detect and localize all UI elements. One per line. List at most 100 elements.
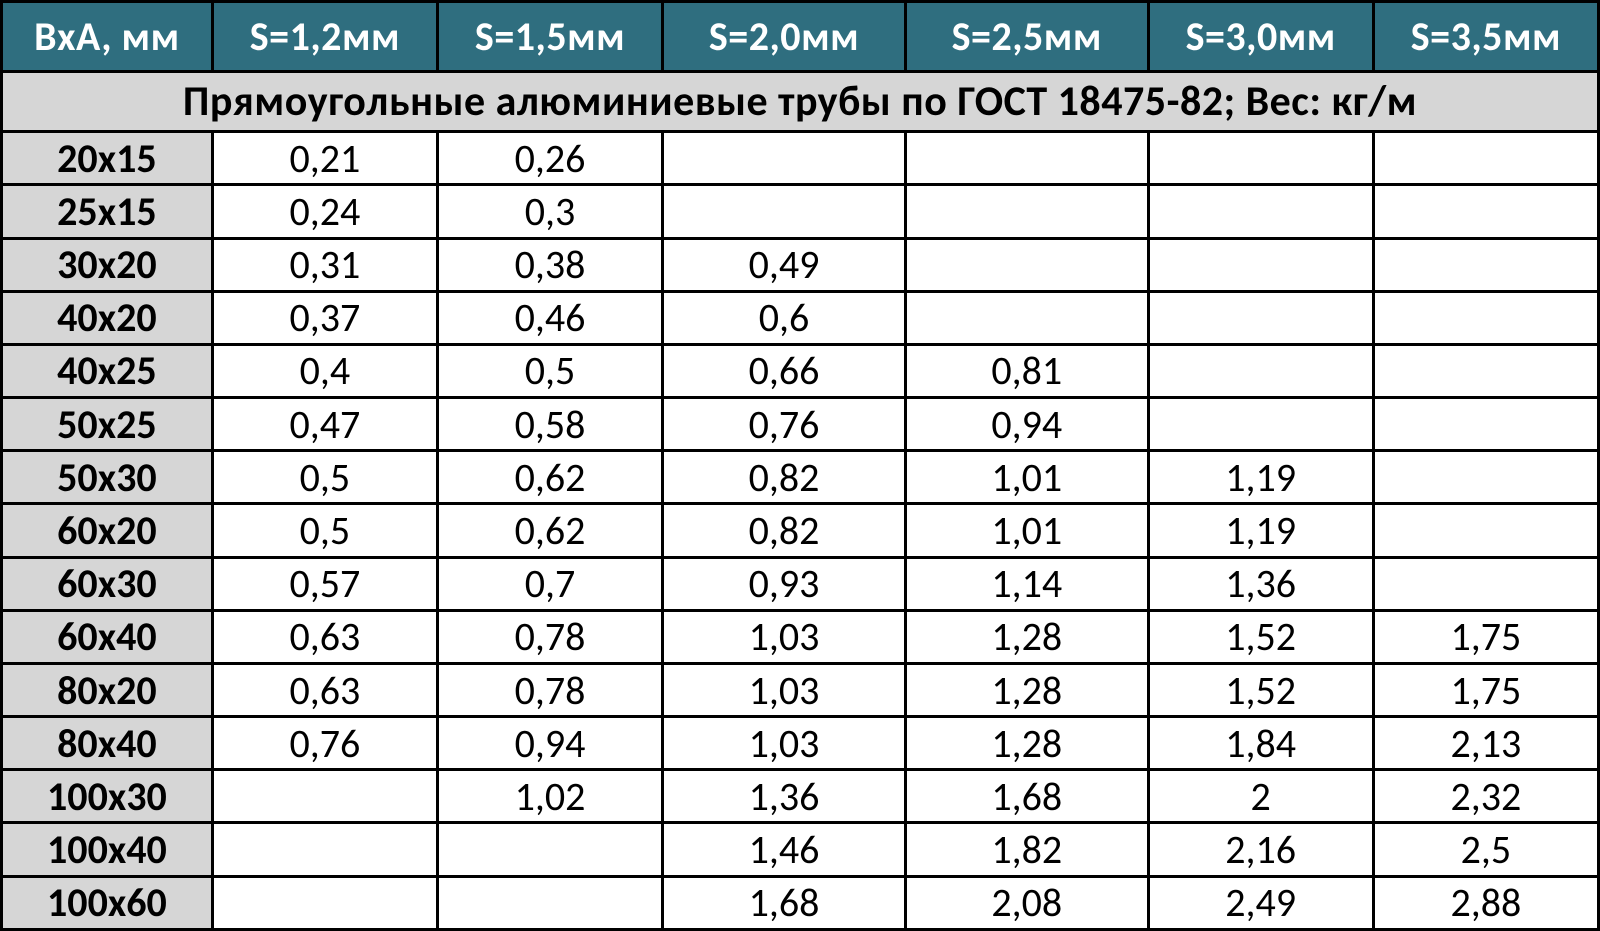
cell: 2,5 xyxy=(1373,823,1598,876)
row-header: 25х15 xyxy=(2,185,213,238)
cell: 1,19 xyxy=(1148,451,1373,504)
col-header-s25: S=2,5мм xyxy=(905,2,1148,72)
cell xyxy=(1148,291,1373,344)
cell: 0,37 xyxy=(212,291,437,344)
cell xyxy=(1373,344,1598,397)
pipe-weight-table: ВхА, мм S=1,2мм S=1,5мм S=2,0мм S=2,5мм … xyxy=(0,0,1600,931)
col-header-s12: S=1,2мм xyxy=(212,2,437,72)
cell: 0,62 xyxy=(437,504,662,557)
cell: 0,5 xyxy=(437,344,662,397)
cell: 1,03 xyxy=(663,717,906,770)
cell xyxy=(1148,185,1373,238)
table-row: 100х60 1,68 2,08 2,49 2,88 xyxy=(2,876,1599,929)
cell xyxy=(437,876,662,929)
table-title: Прямоугольные алюминиевые трубы по ГОСТ … xyxy=(2,72,1599,132)
cell xyxy=(1373,185,1598,238)
cell: 0,63 xyxy=(212,610,437,663)
cell xyxy=(1373,238,1598,291)
cell: 0,94 xyxy=(437,717,662,770)
cell: 1,01 xyxy=(905,504,1148,557)
table-row: 40х25 0,4 0,5 0,66 0,81 xyxy=(2,344,1599,397)
cell: 0,62 xyxy=(437,451,662,504)
cell: 0,38 xyxy=(437,238,662,291)
table-row: 50х30 0,5 0,62 0,82 1,01 1,19 xyxy=(2,451,1599,504)
col-header-dimensions: ВхА, мм xyxy=(2,2,213,72)
row-header: 60х20 xyxy=(2,504,213,557)
cell: 2,49 xyxy=(1148,876,1373,929)
cell: 2,88 xyxy=(1373,876,1598,929)
cell xyxy=(663,132,906,185)
cell: 1,82 xyxy=(905,823,1148,876)
cell: 1,84 xyxy=(1148,717,1373,770)
col-header-s20: S=2,0мм xyxy=(663,2,906,72)
cell: 0,93 xyxy=(663,557,906,610)
cell: 1,03 xyxy=(663,610,906,663)
cell xyxy=(1148,344,1373,397)
cell: 0,57 xyxy=(212,557,437,610)
cell xyxy=(905,132,1148,185)
cell: 0,94 xyxy=(905,398,1148,451)
row-header: 20х15 xyxy=(2,132,213,185)
col-header-s35: S=3,5мм xyxy=(1373,2,1598,72)
cell: 0,5 xyxy=(212,504,437,557)
cell xyxy=(1148,398,1373,451)
cell xyxy=(212,876,437,929)
cell: 0,21 xyxy=(212,132,437,185)
cell: 1,36 xyxy=(1148,557,1373,610)
row-header: 80х40 xyxy=(2,717,213,770)
cell: 0,26 xyxy=(437,132,662,185)
cell xyxy=(1373,504,1598,557)
cell xyxy=(1373,557,1598,610)
row-header: 40х25 xyxy=(2,344,213,397)
cell: 0,4 xyxy=(212,344,437,397)
cell: 2 xyxy=(1148,770,1373,823)
table-row: 80х20 0,63 0,78 1,03 1,28 1,52 1,75 xyxy=(2,663,1599,716)
cell: 1,19 xyxy=(1148,504,1373,557)
cell: 1,46 xyxy=(663,823,906,876)
cell xyxy=(212,770,437,823)
row-header: 100х40 xyxy=(2,823,213,876)
cell: 1,14 xyxy=(905,557,1148,610)
cell: 1,02 xyxy=(437,770,662,823)
cell: 0,78 xyxy=(437,663,662,716)
cell: 0,31 xyxy=(212,238,437,291)
table-row: 60х20 0,5 0,62 0,82 1,01 1,19 xyxy=(2,504,1599,557)
cell: 0,63 xyxy=(212,663,437,716)
cell: 0,66 xyxy=(663,344,906,397)
cell xyxy=(663,185,906,238)
cell: 1,68 xyxy=(905,770,1148,823)
cell xyxy=(905,291,1148,344)
cell: 0,82 xyxy=(663,451,906,504)
cell: 1,68 xyxy=(663,876,906,929)
table-row: 25х15 0,24 0,3 xyxy=(2,185,1599,238)
table-row: 20х15 0,21 0,26 xyxy=(2,132,1599,185)
cell xyxy=(1373,132,1598,185)
header-row: ВхА, мм S=1,2мм S=1,5мм S=2,0мм S=2,5мм … xyxy=(2,2,1599,72)
cell: 1,75 xyxy=(1373,663,1598,716)
cell: 1,28 xyxy=(905,663,1148,716)
cell xyxy=(905,185,1148,238)
row-header: 50х30 xyxy=(2,451,213,504)
table-row: 40х20 0,37 0,46 0,6 xyxy=(2,291,1599,344)
cell: 0,81 xyxy=(905,344,1148,397)
table-container: ВхА, мм S=1,2мм S=1,5мм S=2,0мм S=2,5мм … xyxy=(0,0,1600,931)
row-header: 50х25 xyxy=(2,398,213,451)
col-header-s30: S=3,0мм xyxy=(1148,2,1373,72)
cell: 0,6 xyxy=(663,291,906,344)
cell: 1,28 xyxy=(905,717,1148,770)
cell xyxy=(1373,291,1598,344)
row-header: 40х20 xyxy=(2,291,213,344)
cell: 0,5 xyxy=(212,451,437,504)
col-header-s15: S=1,5мм xyxy=(437,2,662,72)
cell xyxy=(1373,398,1598,451)
cell: 2,13 xyxy=(1373,717,1598,770)
table-body: Прямоугольные алюминиевые трубы по ГОСТ … xyxy=(2,72,1599,930)
cell: 1,75 xyxy=(1373,610,1598,663)
cell xyxy=(1148,132,1373,185)
row-header: 60х40 xyxy=(2,610,213,663)
table-row: 50х25 0,47 0,58 0,76 0,94 xyxy=(2,398,1599,451)
row-header: 60х30 xyxy=(2,557,213,610)
cell: 0,76 xyxy=(212,717,437,770)
cell: 0,82 xyxy=(663,504,906,557)
cell: 2,32 xyxy=(1373,770,1598,823)
